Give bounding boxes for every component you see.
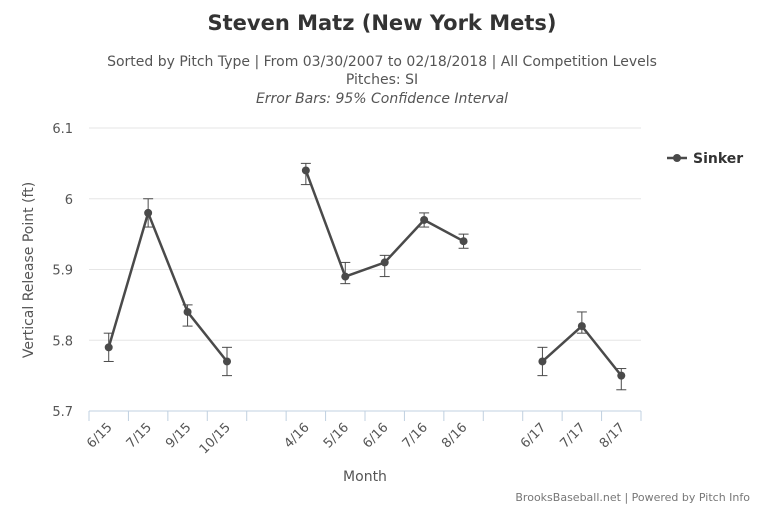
chart-subtitle-error-bars: Error Bars: 95% Confidence Interval [256,91,508,107]
x-tick-label: 6/15 [84,420,115,451]
axis-layer: 5.7 5.8 5.9 6 6.1 6/15 7/15 9/15 10/15 4/16 5/16 6/… [52,122,642,457]
x-tick-label: 6/17 [518,420,549,451]
y-tick-label: 5.8 [52,334,73,349]
chart-credits[interactable]: BrooksBaseball.net | Powered by Pitch In… [515,491,750,504]
x-tick-label: 4/16 [281,420,312,451]
y-tick-label: 6 [65,193,73,208]
data-point [420,215,429,224]
data-point [144,208,153,217]
y-tick-label: 6.1 [52,122,73,137]
y-tick-label: 5.9 [52,264,73,279]
y-axis-label: Vertical Release Point (ft) [21,182,37,358]
y-tick-label: 5.7 [52,405,73,420]
x-tick-label: 7/15 [124,420,155,451]
data-point [223,357,231,366]
legend-marker [673,154,681,162]
data-point [538,357,547,366]
grid-layer [89,127,641,341]
data-point [341,272,350,281]
x-tick-label: 5/16 [321,420,352,451]
chart-subtitle-range: Sorted by Pitch Type | From 03/30/2007 t… [107,54,657,70]
data-point [183,307,192,316]
x-axis-label: Month [343,469,387,485]
x-tick-label: 6/16 [360,420,391,451]
data-point [301,166,310,175]
x-tick-label: 7/17 [557,420,588,451]
data-point [617,371,626,380]
legend[interactable]: Sinker [667,151,743,167]
x-tick-label: 10/15 [197,420,234,457]
chart-title: Steven Matz (New York Mets) [208,11,557,35]
series-layer [103,162,627,391]
chart-subtitle-pitches: Pitches: SI [346,72,418,88]
legend-label-sinker: Sinker [693,151,743,167]
x-tick-label: 8/17 [597,420,628,451]
data-point [104,343,113,352]
x-tick-label: 8/16 [439,420,470,451]
data-point [459,237,468,246]
data-point [577,322,586,331]
x-tick-label: 7/16 [400,420,431,451]
series-line-segment [107,211,228,363]
x-tick-label: 9/15 [163,420,194,451]
data-point [380,258,389,267]
